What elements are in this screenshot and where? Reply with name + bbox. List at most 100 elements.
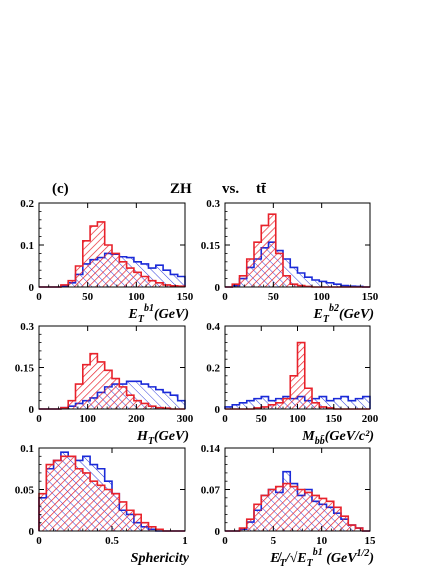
y-tick-label: 0.2: [20, 198, 34, 210]
bar: [68, 280, 76, 287]
x-tick-label: 150: [362, 291, 379, 303]
bar: [39, 493, 47, 531]
bar: [163, 284, 171, 287]
bar: [254, 398, 262, 409]
x-tick-label: 300: [177, 413, 194, 425]
bar: [268, 489, 276, 531]
bar: [232, 404, 240, 409]
y-tick-label: 0: [215, 404, 221, 416]
y-tick-label: 0.05: [15, 485, 35, 497]
bar: [60, 456, 69, 531]
histogram-panel-3: 0 100 200 300 0 0.15 0.3 HT(GeV): [15, 321, 194, 447]
bar: [126, 395, 134, 409]
x-tick-label: 1: [182, 535, 188, 547]
y-tick-label: 0.4: [206, 321, 220, 333]
y-tick-label: 0.07: [201, 485, 221, 497]
x-tick-label: 150: [177, 291, 194, 303]
bar: [283, 275, 291, 287]
bar: [155, 282, 164, 287]
x-tick-label: 0: [222, 291, 228, 303]
header-right-label: tt̄: [256, 181, 267, 197]
y-tick-label: 0.14: [201, 443, 221, 455]
histogram-panel-2: 0 50 100 150 0 0.15 0.3 ETb2(GeV): [201, 198, 379, 325]
bar: [341, 516, 349, 531]
bar: [275, 486, 283, 531]
bar: [75, 266, 83, 287]
x-tick-label: 0: [36, 291, 42, 303]
bar: [304, 388, 312, 409]
bar: [112, 253, 120, 287]
x-tick-label: 0: [222, 535, 228, 547]
bar: [283, 259, 291, 287]
y-tick-label: 0.3: [20, 321, 34, 333]
bar: [155, 389, 164, 409]
bar: [141, 522, 149, 531]
x-tick-label: 0.5: [105, 535, 119, 547]
bar: [312, 280, 320, 287]
series-zh: [39, 352, 185, 410]
bar: [312, 495, 320, 531]
bar: [326, 282, 334, 287]
bar: [261, 406, 269, 409]
bar: [104, 245, 112, 287]
bar: [82, 472, 91, 531]
histogram-panel-4: 0 50 100 150 200 0 0.2 0.4 Mbb̄(GeV/c²): [206, 321, 379, 447]
histogram-panel-1: 0 50 100 150 0 0.1 0.2 ETb1(GeV): [20, 198, 194, 325]
bar: [261, 495, 269, 531]
bar: [246, 400, 254, 409]
bar: [104, 489, 112, 531]
bar: [119, 501, 127, 531]
bar: [68, 456, 76, 531]
bar: [133, 272, 142, 287]
bar: [283, 483, 291, 531]
bar: [297, 342, 305, 409]
bar: [290, 375, 298, 409]
bar: [141, 384, 149, 409]
header-left-label: ZH: [170, 181, 192, 197]
bar: [97, 361, 105, 409]
x-axis-label: Mbb̄(GeV/c²): [301, 429, 374, 447]
bar: [170, 274, 178, 287]
header-vs-label: vs.: [222, 181, 239, 197]
x-axis-label: ETb1(GeV): [128, 303, 189, 325]
bar: [239, 528, 247, 531]
bar: [254, 242, 262, 287]
bar: [341, 396, 349, 409]
x-tick-label: 50: [82, 291, 94, 303]
bar: [82, 364, 91, 409]
bar: [246, 519, 254, 531]
bar: [355, 398, 363, 409]
bar: [225, 406, 233, 409]
bar: [148, 280, 156, 287]
x-tick-label: 5: [271, 535, 277, 547]
bar: [355, 528, 363, 531]
bar: [246, 259, 254, 287]
bar: [319, 281, 327, 287]
bar: [348, 400, 356, 409]
bar: [239, 275, 247, 287]
bar: [53, 460, 61, 531]
x-axis-label: ETb2(GeV): [313, 303, 374, 325]
bar: [333, 284, 341, 287]
bar: [170, 395, 178, 409]
histogram-panel-6: 0 5 10 15 0 0.07 0.14 E̸T/√ETb1 (GeV1/2): [201, 443, 376, 569]
bar: [268, 404, 276, 409]
bar: [239, 402, 247, 409]
bar: [232, 284, 240, 287]
bar: [90, 481, 98, 531]
bar: [297, 273, 305, 287]
bar: [141, 263, 149, 287]
series-zh: [225, 341, 370, 410]
bar: [333, 398, 341, 409]
x-tick-label: 100: [128, 291, 145, 303]
bar: [90, 226, 98, 287]
bar: [254, 504, 262, 531]
y-tick-label: 0.15: [201, 240, 221, 252]
bar: [177, 276, 185, 287]
series-zh: [225, 213, 370, 288]
bar: [75, 468, 83, 531]
bar: [126, 510, 134, 531]
x-tick-label: 10: [316, 535, 328, 547]
